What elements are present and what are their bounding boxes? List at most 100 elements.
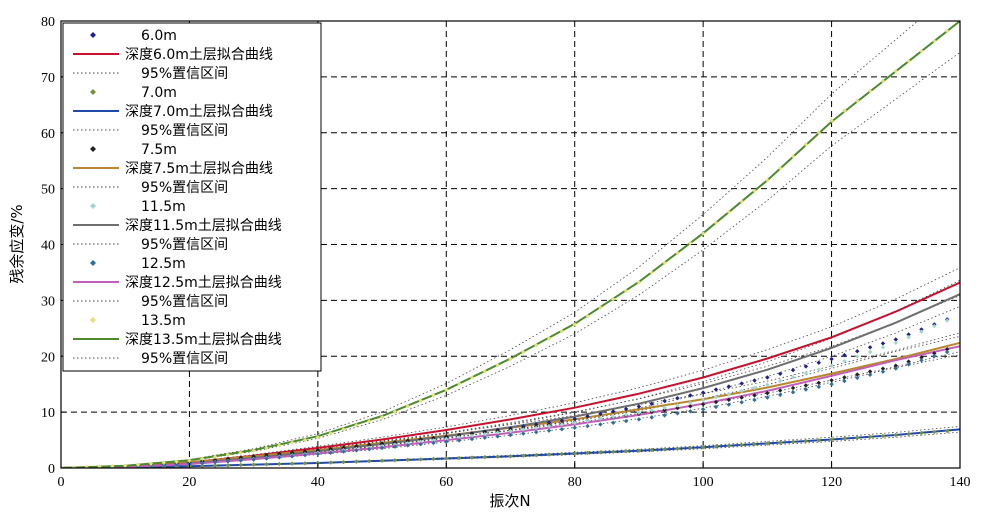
y-tick-label: 60: [41, 127, 55, 142]
data-point: [341, 427, 346, 432]
data-point: [533, 342, 539, 348]
data-point: [752, 397, 757, 403]
data-point: [688, 393, 693, 398]
data-point: [431, 438, 436, 443]
legend-label: 95%置信区间: [141, 66, 228, 82]
data-point: [790, 390, 796, 395]
data-point: [354, 443, 359, 449]
data-point: [816, 367, 821, 372]
legend: 6.0m 深度6.0m土层拟合曲线 95%置信区间 7.0m 深度7.0m土层拟合曲线 9…: [62, 22, 322, 372]
legend-label: 11.5m: [141, 199, 186, 215]
data-point: [572, 420, 577, 425]
data-point: [277, 461, 282, 467]
y-tick-label: 40: [41, 239, 55, 254]
data-point: [611, 409, 616, 414]
data-point: [829, 381, 834, 387]
data-point: [148, 461, 154, 466]
legend-label: 6.0m: [141, 28, 177, 44]
data-point: [328, 431, 333, 436]
data-point: [790, 367, 796, 373]
data-point: [739, 395, 744, 400]
data-point: [431, 435, 436, 441]
data-point: [405, 443, 410, 448]
data-point: [932, 351, 937, 356]
data-point: [341, 459, 346, 465]
ci-line: [61, 267, 960, 468]
data-point: [289, 454, 295, 459]
data-point: [739, 442, 744, 448]
x-axis-ticks: 0 20 40 60 80 100 120 140: [58, 463, 971, 490]
data-point: [880, 366, 886, 371]
data-point: [867, 345, 873, 350]
data-point: [855, 98, 860, 103]
x-tick-label: 20: [182, 475, 196, 490]
ci-line: [61, 332, 960, 468]
x-tick-label: 120: [821, 475, 842, 490]
ci-line: [61, 279, 960, 468]
data-point: [752, 441, 757, 447]
ci-line: [61, 336, 960, 468]
data-point: [367, 418, 372, 424]
data-point: [867, 369, 873, 374]
data-point: [944, 349, 950, 355]
data-point: [944, 428, 950, 434]
data-point: [354, 422, 359, 428]
x-tick-label: 0: [58, 475, 65, 490]
data-point: [264, 456, 269, 461]
x-axis-label: 振次N: [489, 492, 530, 510]
data-point: [392, 458, 398, 463]
data-point: [778, 371, 783, 376]
data-point: [919, 327, 924, 332]
data-point: [418, 457, 423, 462]
data-point: [238, 450, 243, 455]
data-point: [790, 154, 796, 159]
data-point: [572, 322, 577, 327]
data-point: [200, 463, 205, 468]
data-point: [533, 452, 539, 458]
x-tick-label: 140: [950, 475, 971, 490]
data-point: [302, 452, 308, 458]
data-point: [174, 462, 179, 467]
data-point: [572, 451, 577, 456]
data-point: [893, 340, 898, 346]
data-point: [649, 408, 654, 413]
data-point: [559, 451, 565, 457]
data-point: [611, 297, 616, 302]
data-point: [611, 420, 616, 425]
data-point: [713, 404, 719, 410]
data-point: [778, 166, 783, 171]
data-point: [649, 401, 654, 406]
data-point: [559, 329, 565, 334]
data-point: [662, 260, 667, 266]
data-point: [880, 369, 886, 374]
data-point: [546, 420, 552, 425]
data-point: [739, 199, 744, 204]
data-point: [919, 355, 924, 360]
data-point: [752, 385, 757, 391]
legend-label: 95%置信区间: [141, 294, 228, 310]
data-point: [726, 384, 732, 389]
data-point: [521, 349, 526, 355]
data-point: [264, 452, 269, 458]
data-point: [700, 398, 706, 403]
legend-label: 深度6.0m土层拟合曲线: [125, 47, 273, 63]
data-point: [623, 412, 629, 417]
data-point: [867, 88, 873, 94]
data-point: [225, 452, 231, 457]
data-point: [418, 439, 423, 445]
legend-label: 95%置信区间: [141, 180, 228, 196]
data-point: [482, 454, 488, 460]
data-point: [495, 430, 500, 435]
data-point: [405, 457, 410, 463]
data-point: [495, 362, 500, 368]
data-point: [354, 459, 359, 464]
data-point: [765, 441, 770, 446]
data-point: [392, 444, 398, 449]
legend-label: 7.0m: [141, 85, 177, 101]
data-point: [855, 372, 860, 377]
data-point: [739, 388, 744, 394]
data-point: [469, 436, 475, 442]
data-point: [636, 448, 642, 453]
legend-label: 深度7.5m土层拟合曲线: [125, 161, 273, 177]
data-point: [803, 383, 809, 388]
